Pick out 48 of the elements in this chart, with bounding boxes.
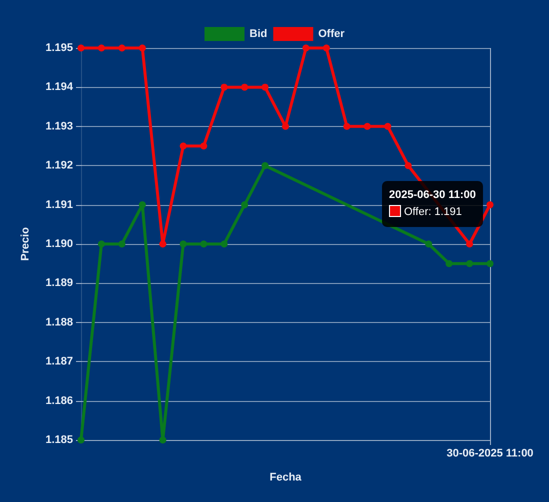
point: [200, 240, 208, 248]
point: [241, 201, 248, 208]
point: [118, 240, 126, 248]
y-tick-label: 1.186: [45, 394, 73, 407]
point: [159, 240, 166, 248]
point: [180, 142, 187, 150]
y-tick-label: 1.192: [45, 160, 73, 172]
point: [466, 240, 474, 248]
point: [446, 260, 453, 268]
point: [98, 44, 105, 52]
legend-label: Offer: [318, 28, 346, 40]
point: [138, 44, 146, 52]
point: [384, 122, 392, 130]
point: [343, 122, 350, 130]
y-tick-label: 1.187: [45, 356, 73, 368]
y-tick-label: 1.190: [45, 238, 73, 250]
point: [364, 122, 371, 130]
y-tick-label: 1.195: [45, 42, 73, 54]
point: [241, 84, 248, 91]
point: [425, 240, 432, 248]
y-tick-label: 1.188: [45, 316, 73, 328]
point: [262, 162, 269, 170]
point: [282, 122, 289, 130]
point: [322, 44, 330, 52]
point: [404, 162, 412, 170]
annotation: 2025-06-30 11:00 Offer: 1.191: [389, 188, 476, 220]
x-tick-label: 30-06-2025 11:00: [446, 448, 534, 460]
point: [138, 201, 146, 208]
y-tick-label: 1.189: [45, 277, 73, 290]
point: [200, 142, 208, 150]
point: [466, 260, 474, 268]
point: [262, 84, 269, 91]
y-tick-label: 1.194: [45, 81, 74, 94]
x-axis-title: Fecha: [270, 472, 302, 484]
point: [118, 44, 126, 52]
point: [159, 436, 166, 444]
y-tick-label: 1.191: [45, 198, 73, 211]
point: [220, 84, 228, 91]
y-tick-label: 1.193: [45, 120, 73, 132]
point: [220, 240, 228, 248]
y-tick-label: 1.185: [45, 434, 73, 446]
point: [302, 44, 310, 52]
point: [486, 201, 494, 208]
point: [98, 240, 105, 248]
point: [180, 240, 187, 248]
legend-label: Bid: [250, 28, 268, 40]
y-axis-title: Precio: [20, 226, 32, 261]
point: [486, 260, 494, 268]
